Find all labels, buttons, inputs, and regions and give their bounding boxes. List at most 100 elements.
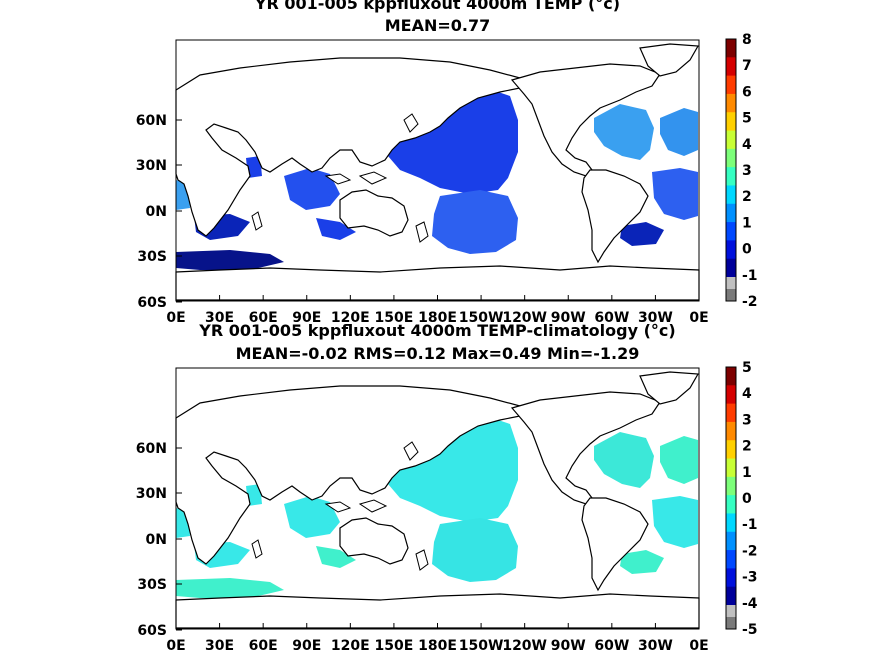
panel2-colorbar-band [726,531,736,551]
panel1-colorbar-band [726,289,736,301]
panel1-colorbar-label: 6 [742,84,752,100]
panel1-colorbar-label: 3 [742,163,752,179]
panel1-xtick-label: 30E [205,310,234,326]
panel1-ytick-label: 30N [136,158,167,174]
panel2-xtick-label: 60W [594,638,629,654]
panel2-ytick-label: 60S [137,623,167,639]
panel1-colorbar-band [726,112,736,132]
panel2-ytick-label: 30S [137,577,167,593]
panel2-xtick-label: 0E [166,638,185,654]
panel2-ytick-label: 0N [146,532,167,548]
panel1-field-southern-ocean [176,250,284,270]
panel2-colorbar-label: 0 [742,491,752,507]
panel2-ytick-label: 30N [136,486,167,502]
panel2-colorbar-band [726,385,736,405]
panel1-ytick-label: 60S [137,295,167,311]
panel2-ytick-label: 60N [136,441,167,457]
panel2-xtick-label: 90E [292,638,321,654]
panel1-field-atlantic-east [660,108,698,156]
panel2-colorbar-label: -3 [742,570,758,586]
panel2-xtick-label: 150W [459,638,504,654]
panel2-colorbar-band [726,458,736,478]
panel1-field-indian-ocean [284,168,340,210]
panel2-colorbar-band [726,513,736,533]
panel2-colorbar-label: 4 [742,386,752,402]
panel1-xtick-label: 0E [166,310,185,326]
panel2-colorbar-band [726,440,736,460]
panel2-colorbar-frame [725,366,737,630]
panel2-xtick-label: 30W [638,638,673,654]
panel1-xtick-label: 60E [249,310,278,326]
panel2-colorbar-band [726,495,736,514]
panel1-colorbar-band [726,167,736,186]
panel2-colorbar-label: -5 [742,622,758,638]
panel1-ytick-label: 0N [146,204,167,220]
panel2-colorbar-band [726,476,736,496]
panel1-xtick-label: 90E [292,310,321,326]
panel1-xtick-label: 0E [689,310,708,326]
panel1-colorbar-label: 0 [742,242,752,258]
panel1-field-south-pacific [432,190,518,254]
panel2-colorbar-label: -4 [742,596,758,612]
panel2-xtick-label: 0E [689,638,708,654]
panel2-colorbar-band [726,367,736,386]
panel1-colorbar-label: 4 [742,137,752,153]
panel1-field-north-atlantic [594,104,654,160]
panel1-colorbar-band [726,258,736,278]
panel1-colorbar-band [726,75,736,95]
panel1-field-tasman [316,218,356,240]
panel2-field-south-pacific [432,518,518,582]
panel1-ytick-label: 60N [136,113,167,129]
panel2-field-southern-ocean [176,578,284,598]
panel1-xtick-label: 60W [594,310,629,326]
panel2-colorbar-band [726,617,736,629]
panel2-colorbar-band [726,586,736,606]
panel2-colorbar: 5 4 3 2 1 0 -1 -2 -3 -4 -5 [725,360,758,638]
panel1-field-east-pacific-strip [246,156,262,178]
panel1-colorbar-band [726,277,736,289]
panel2-colorbar-band [726,421,736,441]
panel1-colorbar-label: 8 [742,32,752,48]
panel2-colorbar-band [726,605,736,617]
panel2-title-line1: YR 001-005 kppfluxout 4000m TEMP-climato… [199,321,676,340]
panel2-colorbar-band [726,403,736,423]
panel2-colorbar-label: -2 [742,543,758,559]
panel1-colorbar-label: -2 [742,294,758,310]
panel2-colorbar-label: -1 [742,517,758,533]
panel1-colorbar-band [726,130,736,150]
panel2-field-indian-ocean [284,496,340,538]
panel1-xtick-label: 180E [418,310,457,326]
panel1-map [175,39,700,302]
panel1-colorbar-frame [725,38,737,302]
panel1-xtick-label: 30W [638,310,673,326]
panel2-field-north-atlantic [594,432,654,488]
panel1-colorbar-band [726,148,736,168]
panel1-xtick-label: 90W [551,310,586,326]
panel1-colorbar-band [726,240,736,260]
panel2-y-axis: 60N 30N 0N 30S 60S [136,441,182,639]
panel1-xtick-label: 150E [375,310,414,326]
panel2-xtick-label: 120W [502,638,547,654]
panel2-field-tasman [316,546,356,568]
panel1-colorbar-band [726,57,736,77]
panel2-colorbar-band [726,568,736,588]
panel1-colorbar-band [726,185,736,205]
panel1-colorbar-label: -1 [742,268,758,284]
panel2-field-east-pacific-strip [246,484,262,506]
panel1-y-axis: 60N 30N 0N 30S 60S [136,113,182,311]
panel1-xtick-label: 120E [331,310,370,326]
panel1-colorbar-label: 1 [742,215,752,231]
panel2-xtick-label: 60E [249,638,278,654]
panel2-map [175,367,700,630]
panel2-xtick-label: 90W [551,638,586,654]
panel2-colorbar-label: 5 [742,360,752,376]
panel2-xtick-label: 120E [331,638,370,654]
panel2-field-south-atlantic [652,496,698,548]
panel1-title-line2: MEAN=0.77 [384,16,491,35]
panel2-colorbar-label: 2 [742,439,752,455]
panel1-xtick-label: 120W [502,310,547,326]
panel1-field-south-atlantic [652,168,698,220]
